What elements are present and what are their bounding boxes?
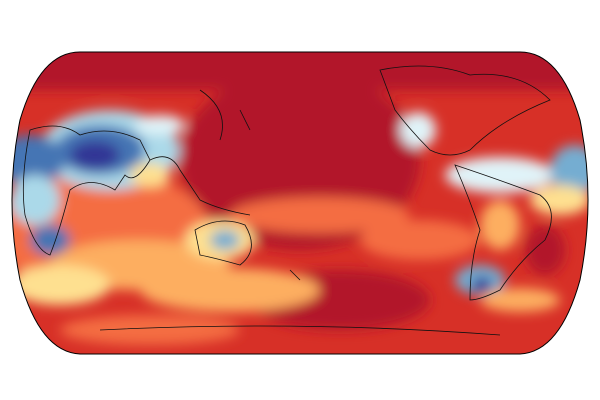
coastlines bbox=[22, 65, 552, 336]
map-outline bbox=[11, 51, 589, 355]
field-patches bbox=[12, 52, 588, 345]
anomaly-field bbox=[12, 52, 588, 354]
